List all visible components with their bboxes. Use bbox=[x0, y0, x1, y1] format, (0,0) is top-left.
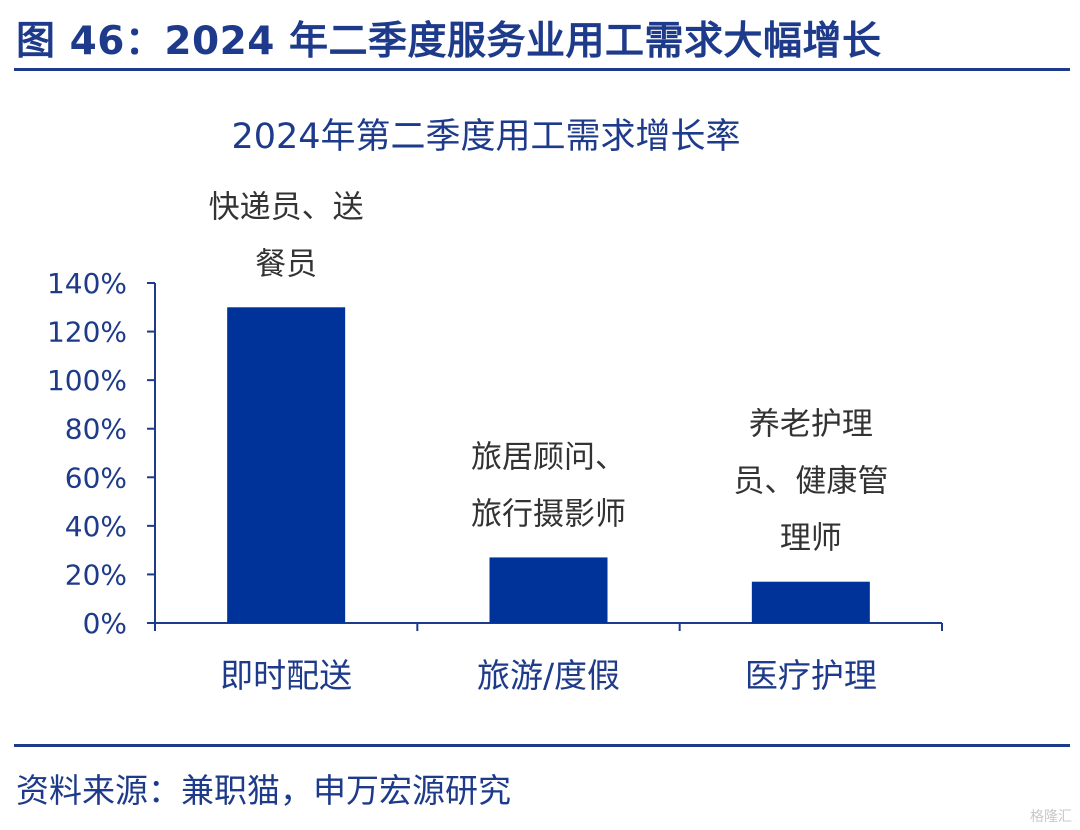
watermark: 格隆汇 bbox=[1030, 809, 1072, 825]
y-tick-label: 140% bbox=[47, 267, 127, 300]
x-category-label: 即时配送 bbox=[220, 656, 352, 695]
footer-rule bbox=[14, 744, 1070, 747]
bar bbox=[227, 307, 346, 623]
y-tick-label: 80% bbox=[65, 413, 127, 446]
x-category-label: 旅游/度假 bbox=[477, 656, 620, 695]
bar-annotation: 餐员 bbox=[255, 246, 317, 282]
bar-annotation: 旅行摄影师 bbox=[471, 496, 626, 532]
y-tick-label: 40% bbox=[65, 510, 127, 543]
y-tick-label: 60% bbox=[65, 461, 127, 494]
y-tick-label: 120% bbox=[47, 316, 127, 349]
bar-annotation: 养老护理 bbox=[749, 407, 873, 443]
y-tick-label: 20% bbox=[65, 558, 127, 591]
bar-annotation: 旅居顾问、 bbox=[471, 439, 626, 475]
source-note: 资料来源：兼职猫，申万宏源研究 bbox=[16, 771, 511, 810]
y-tick-label: 0% bbox=[83, 607, 127, 640]
bar bbox=[751, 581, 870, 623]
bar-annotation: 理师 bbox=[780, 521, 842, 557]
bar-annotation: 快递员、送 bbox=[209, 189, 364, 225]
y-tick-label: 100% bbox=[47, 364, 127, 397]
title-rule bbox=[14, 68, 1070, 71]
bar bbox=[489, 557, 608, 623]
figure-title: 图 46：2024 年二季度服务业用工需求大幅增长 bbox=[16, 19, 882, 64]
x-category-label: 医疗护理 bbox=[745, 656, 877, 695]
chart-title: 2024年第二季度用工需求增长率 bbox=[231, 117, 740, 157]
bar-annotation: 员、健康管 bbox=[733, 464, 888, 500]
bar-chart: 2024年第二季度用工需求增长率 0% 20% 40% 60% 80% 100% 120% 14… bbox=[47, 117, 943, 695]
